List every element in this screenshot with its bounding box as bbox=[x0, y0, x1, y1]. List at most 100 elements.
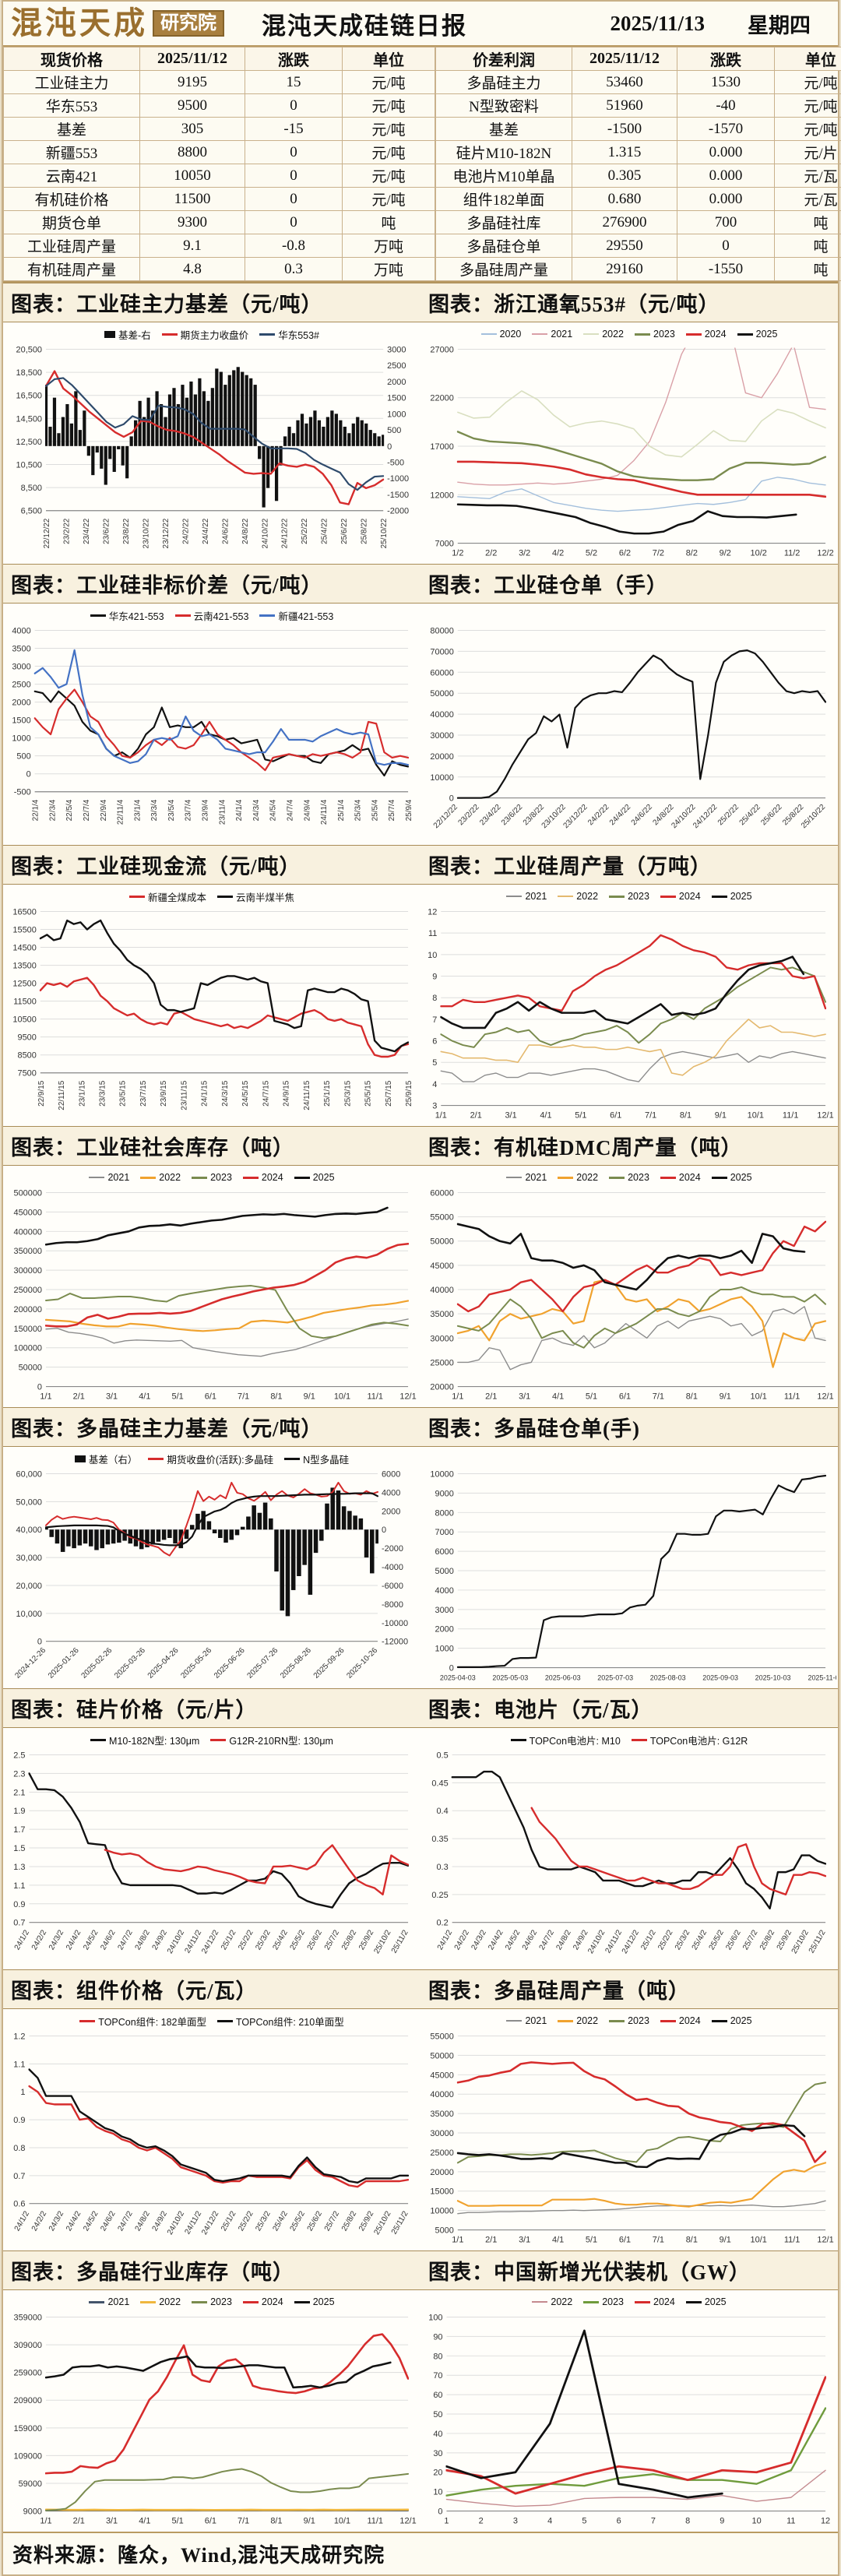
svg-text:1500: 1500 bbox=[12, 716, 30, 726]
svg-text:25/7/2: 25/7/2 bbox=[323, 1928, 342, 1951]
legend-item: 云南421-553 bbox=[175, 608, 249, 623]
svg-text:24/2/22: 24/2/22 bbox=[181, 518, 190, 544]
svg-text:23/8/22: 23/8/22 bbox=[122, 518, 131, 544]
legend-label: 2022 bbox=[576, 891, 598, 902]
svg-text:7: 7 bbox=[432, 1015, 437, 1025]
logo-badge: 研究院 bbox=[153, 10, 224, 37]
table-cell: 元/吨 bbox=[343, 141, 435, 164]
svg-text:8/1: 8/1 bbox=[270, 2517, 282, 2526]
chart-row: 图表：工业硅主力基差（元/吨）图表：浙江通氧553#（元/吨）基差-右期货主力收… bbox=[3, 283, 838, 564]
line-swatch-icon bbox=[294, 2301, 310, 2303]
chart-title: 图表：工业硅非标价差（元/吨） bbox=[3, 565, 420, 603]
svg-text:55000: 55000 bbox=[430, 1213, 453, 1223]
line-swatch-icon bbox=[511, 1739, 526, 1741]
table-header-cell: 单位 bbox=[343, 48, 435, 71]
table-cell: 云南421 bbox=[4, 164, 140, 188]
svg-text:23/12/22: 23/12/22 bbox=[561, 803, 589, 831]
table-cell: 多晶硅仓单 bbox=[436, 234, 572, 258]
svg-text:0.5: 0.5 bbox=[436, 1751, 448, 1760]
svg-text:9/2: 9/2 bbox=[720, 549, 731, 558]
line-swatch-icon bbox=[558, 2020, 573, 2022]
svg-text:25/8/2: 25/8/2 bbox=[340, 2209, 359, 2233]
svg-text:18,500: 18,500 bbox=[16, 368, 42, 378]
legend-item: 2024 bbox=[635, 2296, 675, 2307]
svg-text:12/1: 12/1 bbox=[817, 2236, 833, 2245]
svg-text:25/11/2: 25/11/2 bbox=[390, 2209, 410, 2236]
svg-text:1/1: 1/1 bbox=[452, 2236, 463, 2245]
svg-text:24/1/4: 24/1/4 bbox=[235, 799, 244, 821]
svg-text:80: 80 bbox=[433, 2352, 442, 2361]
chart-title-band: 图表：工业硅非标价差（元/吨）图表：工业硅仓单（手） bbox=[3, 565, 838, 604]
chart-title: 图表：工业硅主力基差（元/吨） bbox=[3, 283, 420, 322]
svg-text:40000: 40000 bbox=[430, 1286, 453, 1295]
table-cell: 元/瓦 bbox=[775, 164, 841, 188]
svg-text:0.9: 0.9 bbox=[13, 1900, 25, 1909]
svg-text:24/1/2: 24/1/2 bbox=[13, 1928, 32, 1951]
svg-text:24/2/22: 24/2/22 bbox=[586, 803, 611, 828]
legend-label: 2022 bbox=[576, 2015, 598, 2026]
legend-label: 2022 bbox=[551, 2296, 572, 2307]
legend-label: 2025 bbox=[313, 1172, 335, 1183]
legend-label: TOPCon电池片: M10 bbox=[530, 1733, 621, 1747]
table-cell: 9500 bbox=[140, 94, 245, 118]
svg-text:2025-05-03: 2025-05-03 bbox=[492, 1674, 528, 1682]
svg-text:50000: 50000 bbox=[430, 1237, 453, 1247]
svg-text:25/6/2: 25/6/2 bbox=[724, 1928, 743, 1951]
legend-item: 2024 bbox=[243, 2296, 283, 2307]
line-swatch-icon bbox=[583, 2301, 599, 2303]
svg-text:22/7/4: 22/7/4 bbox=[83, 799, 91, 821]
table-cell: 9300 bbox=[140, 211, 245, 234]
svg-text:14,500: 14,500 bbox=[16, 414, 42, 424]
legend-label: G12R-210RN型: 130μm bbox=[229, 1733, 333, 1747]
svg-text:8500: 8500 bbox=[18, 1051, 37, 1061]
svg-text:-10000: -10000 bbox=[382, 1619, 408, 1628]
svg-text:3/1: 3/1 bbox=[519, 2236, 530, 2245]
svg-text:2025-01-26: 2025-01-26 bbox=[47, 1646, 81, 1680]
line-swatch-icon bbox=[660, 1177, 676, 1179]
svg-text:60,000: 60,000 bbox=[16, 1469, 42, 1479]
svg-text:7500: 7500 bbox=[18, 1069, 37, 1079]
chart-title: 图表：浙江通氧553#（元/吨） bbox=[420, 283, 838, 322]
svg-text:45000: 45000 bbox=[430, 1262, 453, 1271]
line-swatch-icon bbox=[583, 333, 599, 335]
legend-label: 2021 bbox=[525, 2015, 547, 2026]
svg-text:4/1: 4/1 bbox=[540, 1111, 551, 1121]
svg-text:24/9/4: 24/9/4 bbox=[303, 799, 311, 821]
legend-label: 期货主力收盘价 bbox=[181, 327, 249, 342]
svg-text:9/1: 9/1 bbox=[304, 2517, 315, 2526]
line-swatch-icon bbox=[210, 1739, 226, 1741]
svg-text:27000: 27000 bbox=[430, 345, 453, 354]
svg-text:22000: 22000 bbox=[430, 394, 453, 403]
table-cell: 元/吨 bbox=[775, 94, 841, 118]
svg-text:11/1: 11/1 bbox=[368, 1392, 383, 1402]
table-cell: 0.680 bbox=[572, 188, 677, 211]
legend-label: 2022 bbox=[159, 1172, 181, 1183]
table-header-cell: 2025/11/12 bbox=[140, 48, 245, 71]
table-cell: 组件182单面 bbox=[436, 188, 572, 211]
legend-label: 2021 bbox=[107, 1172, 129, 1183]
svg-text:24/5/2: 24/5/2 bbox=[82, 2209, 100, 2233]
table-cell: 万吨 bbox=[343, 258, 435, 281]
line-swatch-icon bbox=[192, 2301, 207, 2303]
line-swatch-icon bbox=[558, 1177, 573, 1179]
legend-label: 2021 bbox=[525, 1172, 547, 1183]
svg-text:25/4/2: 25/4/2 bbox=[271, 2209, 290, 2233]
source-note: 资料来源：隆众，Wind,混沌天成研究院 bbox=[3, 2532, 838, 2574]
svg-text:9/1: 9/1 bbox=[715, 1111, 727, 1121]
table-cell: 0 bbox=[245, 141, 343, 164]
svg-text:23/1/4: 23/1/4 bbox=[133, 799, 142, 821]
svg-text:23/6/22: 23/6/22 bbox=[500, 803, 525, 828]
table-cell: 0.000 bbox=[677, 164, 775, 188]
legend-item: 基差（右） bbox=[75, 1452, 138, 1466]
svg-text:2024-12-26: 2024-12-26 bbox=[13, 1646, 48, 1680]
chart-title-band: 图表：多晶硅行业库存（吨）图表：中国新增光伏装机（GW） bbox=[3, 2251, 838, 2290]
svg-text:25/4/2: 25/4/2 bbox=[271, 1928, 290, 1951]
